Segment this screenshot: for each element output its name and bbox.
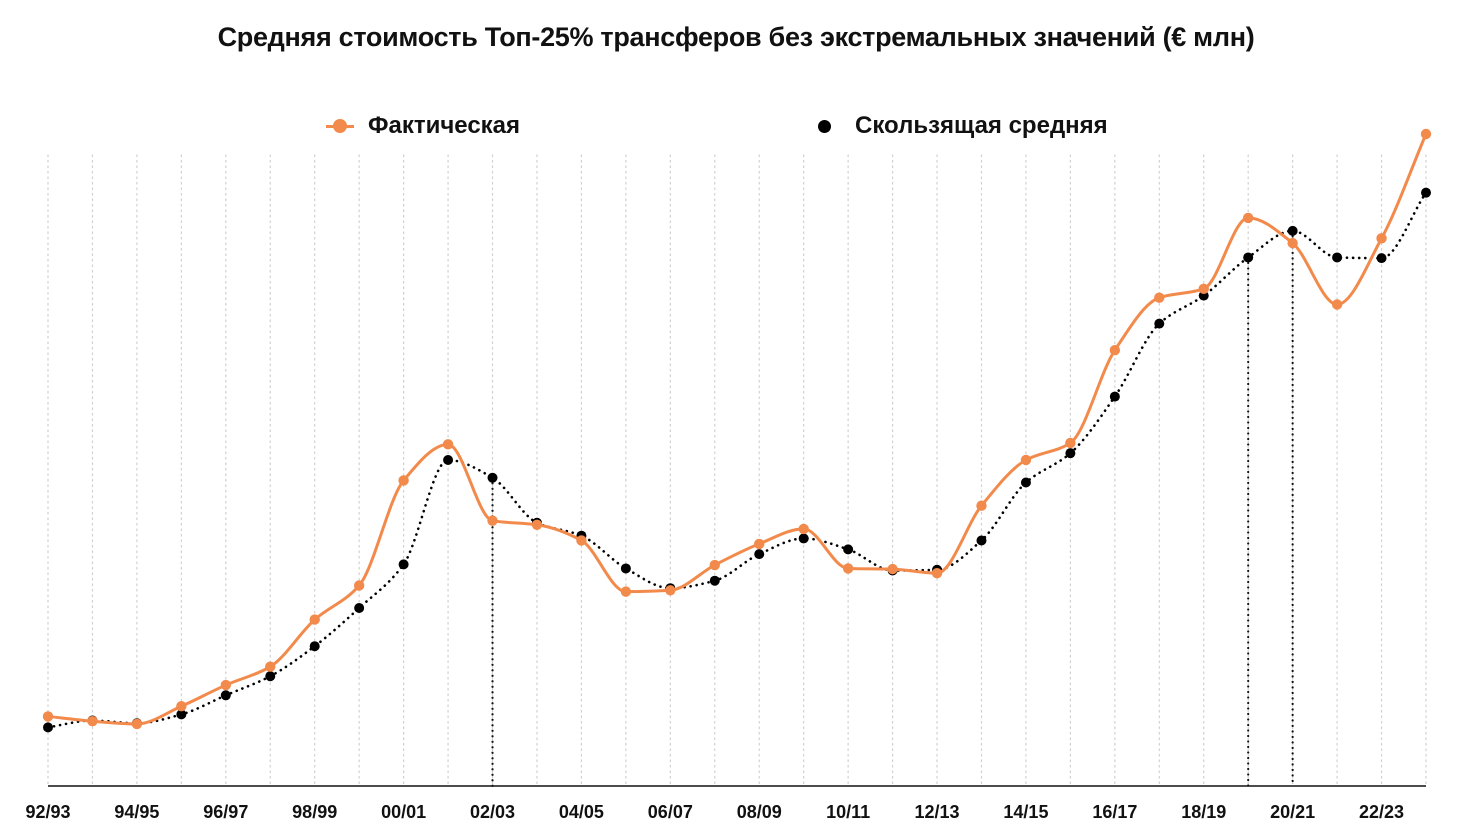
point-moving-average-01-02[interactable]: [443, 455, 454, 465]
point-actual-03-04[interactable]: [531, 519, 543, 530]
point-moving-average-08-09[interactable]: [754, 549, 765, 560]
point-moving-average-13-14[interactable]: [976, 535, 987, 546]
legend-item-actual[interactable]: Фактическая: [326, 108, 520, 144]
point-actual-94-95[interactable]: [131, 718, 143, 730]
point-moving-average-96-97[interactable]: [220, 690, 231, 701]
legend: Фактическая Скользящая средняя: [0, 108, 1460, 144]
point-moving-average-17-18[interactable]: [1154, 318, 1165, 329]
point-moving-average-15-16[interactable]: [1065, 448, 1076, 459]
point-moving-average-10-11[interactable]: [843, 544, 854, 555]
point-actual-01-02[interactable]: [442, 439, 454, 450]
x-axis-ticks: 92/93 94/95 96/97 98/99 00/01 02/03 04/05 06/07…: [25, 802, 1404, 822]
point-actual-96-97[interactable]: [220, 679, 232, 691]
point-actual-16-17[interactable]: [1109, 345, 1121, 356]
series-line-actual: [46, 132, 1428, 726]
x-tick-label-18-19: 18/19: [1181, 802, 1226, 822]
legend-label-actual: Фактическая: [368, 112, 521, 139]
point-moving-average-98-99[interactable]: [309, 641, 320, 652]
point-actual-99-00[interactable]: [353, 580, 365, 591]
series-line-moving-average: [46, 191, 1428, 729]
point-actual-10-11[interactable]: [842, 563, 854, 574]
point-moving-average-00-01[interactable]: [398, 559, 409, 570]
x-tick-label-16-17: 16/17: [1092, 802, 1137, 822]
point-actual-19-20[interactable]: [1242, 212, 1254, 224]
x-tick-label-00-01: 00/01: [381, 802, 426, 822]
point-moving-average-16-17[interactable]: [1109, 391, 1120, 402]
point-moving-average-02-03[interactable]: [487, 472, 498, 483]
point-actual-15-16[interactable]: [1065, 437, 1076, 449]
x-tick-label-10-11: 10/11: [826, 802, 870, 822]
point-actual-05-06[interactable]: [620, 586, 632, 597]
point-moving-average-19-20[interactable]: [1243, 252, 1254, 263]
point-moving-average-23-24[interactable]: [1421, 187, 1431, 198]
point-actual-06-07[interactable]: [665, 585, 676, 596]
x-tick-label-04-05: 04/05: [559, 802, 604, 822]
series-layer: [42, 128, 1432, 733]
chart-title: Средняя стоимость Топ-25% трансферов без…: [217, 22, 1255, 52]
point-actual-09-10[interactable]: [798, 523, 809, 535]
point-moving-average-21-22[interactable]: [1332, 252, 1343, 263]
x-tick-label-08-09: 08/09: [737, 802, 782, 822]
point-actual-22-23[interactable]: [1376, 233, 1387, 244]
x-tick-label-20-21: 20/21: [1270, 802, 1315, 822]
x-tick-label-12-13: 12/13: [915, 802, 960, 822]
point-actual-00-01[interactable]: [398, 475, 409, 486]
point-moving-average-97-98[interactable]: [265, 671, 276, 682]
point-actual-92-93[interactable]: [42, 711, 54, 722]
point-moving-average-99-00[interactable]: [354, 603, 365, 613]
point-moving-average-95-96[interactable]: [176, 709, 187, 720]
point-actual-14-15[interactable]: [1020, 454, 1032, 466]
point-actual-02-03[interactable]: [487, 515, 498, 526]
legend-label-moving-average: Скользящая средняя: [855, 112, 1108, 139]
legend-swatch-actual: [326, 118, 354, 133]
point-moving-average-05-06[interactable]: [620, 563, 631, 574]
point-actual-12-13[interactable]: [931, 568, 943, 579]
point-actual-21-22[interactable]: [1331, 299, 1343, 310]
x-tick-label-06-07: 06/07: [648, 802, 693, 822]
legend-swatch-moving-average: [818, 119, 831, 133]
point-actual-07-08[interactable]: [709, 559, 720, 571]
point-moving-average-22-23[interactable]: [1376, 253, 1387, 264]
x-tick-label-22-23: 22/23: [1359, 802, 1404, 822]
series-moving-average: [43, 187, 1431, 733]
x-tick-label-94-95: 94/95: [114, 802, 159, 822]
point-actual-11-12[interactable]: [887, 563, 898, 575]
point-actual-08-09[interactable]: [754, 538, 765, 550]
point-actual-04-05[interactable]: [576, 535, 587, 546]
point-actual-95-96[interactable]: [176, 701, 187, 712]
x-tick-label-98-99: 98/99: [292, 802, 337, 822]
point-moving-average-92-93[interactable]: [43, 722, 53, 733]
point-actual-97-98[interactable]: [265, 661, 276, 672]
series-actual: [42, 128, 1432, 730]
point-moving-average-07-08[interactable]: [709, 575, 720, 586]
x-tick-label-92-93: 92/93: [25, 802, 70, 822]
x-tick-label-02-03: 02/03: [470, 802, 515, 822]
annotation-lines: [491, 229, 1294, 788]
point-moving-average-20-21[interactable]: [1287, 225, 1298, 236]
point-moving-average-14-15[interactable]: [1020, 477, 1031, 488]
x-tick-label-14-15: 14/15: [1003, 802, 1048, 822]
point-actual-98-99[interactable]: [309, 614, 320, 625]
point-actual-17-18[interactable]: [1154, 292, 1165, 303]
point-moving-average-09-10[interactable]: [798, 533, 809, 544]
point-actual-18-19[interactable]: [1198, 283, 1209, 295]
point-actual-13-14[interactable]: [976, 500, 987, 511]
vertical-grid: [47, 154, 1427, 787]
legend-item-moving-average[interactable]: Скользящая средняя: [816, 108, 1108, 144]
x-tick-label-96-97: 96/97: [203, 802, 248, 822]
point-actual-20-21[interactable]: [1287, 237, 1298, 249]
point-actual-23-24[interactable]: [1420, 128, 1432, 140]
point-actual-93-94[interactable]: [87, 716, 98, 727]
